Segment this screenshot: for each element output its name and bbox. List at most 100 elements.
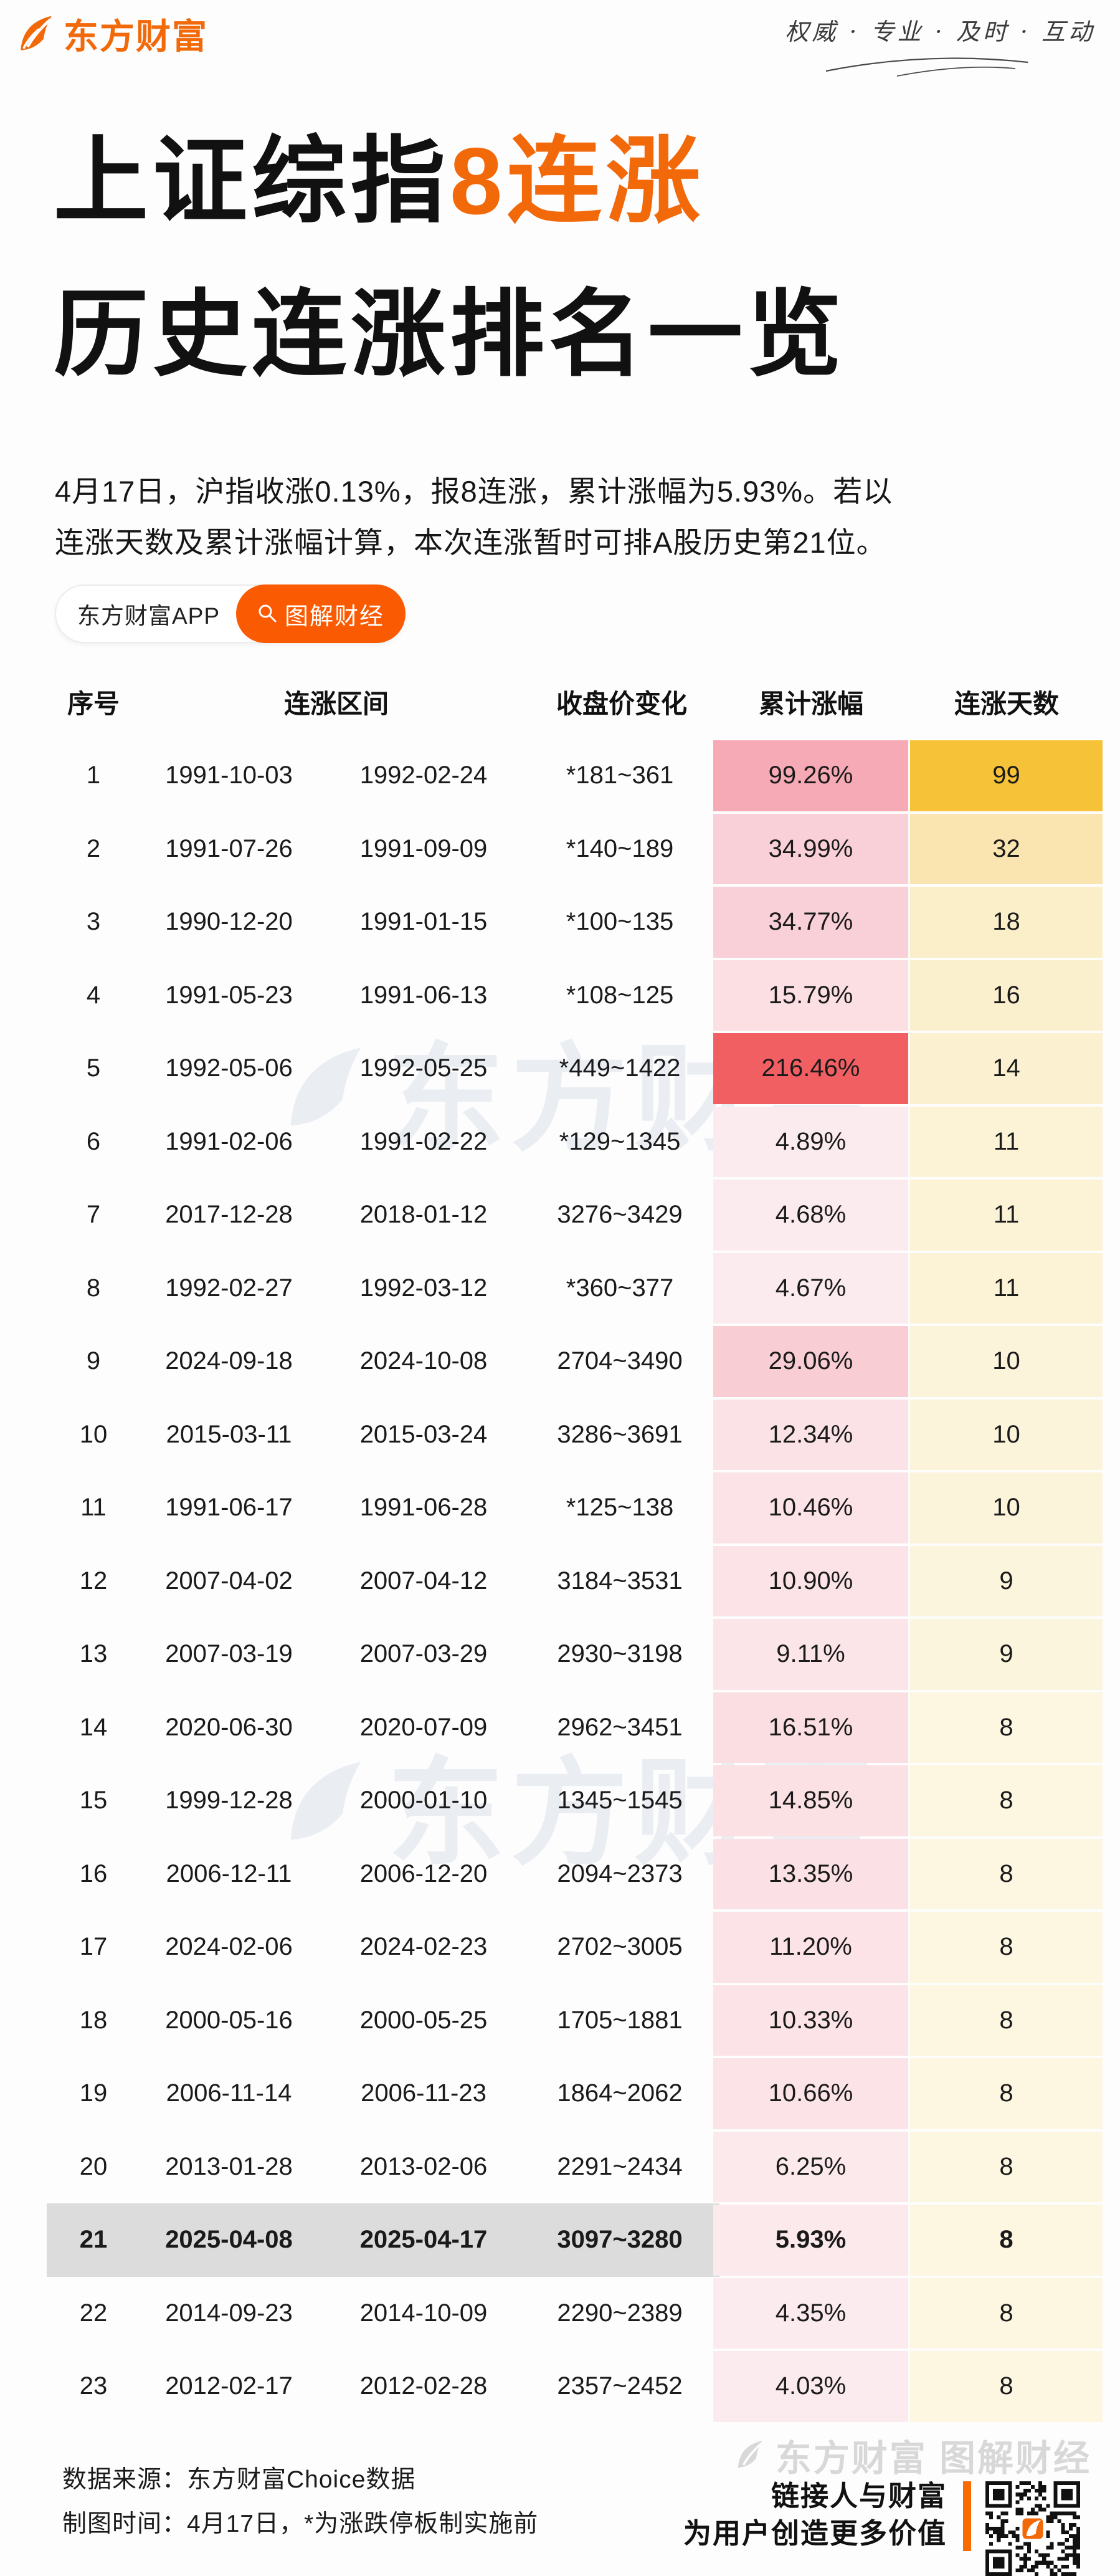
pct-change-cell: 10.46% <box>713 1472 908 1543</box>
start-date-cell: 1990-12-20 <box>165 908 293 936</box>
column-header-pct: 累计涨幅 <box>758 689 863 718</box>
rank-cell: 15 <box>79 1787 108 1815</box>
start-date-cell: 1991-06-17 <box>165 1494 293 1522</box>
streak-days-cell: 8 <box>910 1838 1103 1909</box>
streak-days-cell: 18 <box>910 887 1103 958</box>
end-date-cell: 2018-01-12 <box>359 1201 488 1229</box>
price-range-cell: 2290~2389 <box>557 2299 683 2327</box>
table-row: 19 2006-11-14 2006-11-23 1864~2062 10.66… <box>0 2057 1120 2130</box>
start-date-cell: 2024-02-06 <box>165 1933 293 1961</box>
rank-cell: 12 <box>79 1567 108 1595</box>
pct-change-cell: 14.85% <box>713 1765 908 1836</box>
column-badge-label: 图解财经 <box>285 603 385 630</box>
pct-change-cell: 11.20% <box>713 1912 908 1983</box>
rank-cell: 13 <box>79 1640 108 1668</box>
end-date-cell: 2024-10-08 <box>359 1347 488 1375</box>
end-date-cell: 1991-06-13 <box>359 981 488 1009</box>
pct-change-cell: 34.77% <box>713 887 908 958</box>
corner-watermark: 东方财富 图解财经 <box>734 2429 1091 2481</box>
rank-cell: 16 <box>79 1859 108 1887</box>
title-line-2: 历史连涨排名一览 <box>54 282 846 388</box>
start-date-cell: 2006-11-14 <box>166 2079 292 2107</box>
end-date-cell: 2013-02-06 <box>359 2152 488 2180</box>
table-row: 23 2012-02-17 2012-02-28 2357~2452 4.03%… <box>0 2350 1120 2423</box>
end-date-cell: 2015-03-24 <box>359 1420 488 1448</box>
table-row: 13 2007-03-19 2007-03-29 2930~3198 9.11%… <box>0 1618 1120 1691</box>
streak-days-cell: 10 <box>910 1399 1103 1470</box>
price-range-cell: *129~1345 <box>559 1127 681 1155</box>
rank-cell: 10 <box>79 1420 108 1448</box>
leaf-logo-icon <box>21 16 52 50</box>
start-date-cell: 1991-10-03 <box>165 761 293 789</box>
start-date-cell: 1991-05-23 <box>165 981 293 1009</box>
start-date-cell: 2013-01-28 <box>165 2152 293 2180</box>
streak-days-cell: 8 <box>910 1765 1103 1836</box>
rank-cell: 1 <box>86 761 101 789</box>
pct-change-cell: 6.25% <box>713 2131 908 2202</box>
table-row: 18 2000-05-16 2000-05-25 1705~1881 10.33… <box>0 1984 1120 2058</box>
start-date-cell: 1992-05-06 <box>165 1054 293 1082</box>
price-range-cell: 2291~2434 <box>557 2152 683 2180</box>
table-row: 9 2024-09-18 2024-10-08 2704~3490 29.06%… <box>0 1325 1120 1398</box>
data-source-note: 数据来源：东方财富Choice数据 <box>62 2466 416 2493</box>
intro-paragraph: 4月17日，沪指收涨0.13%，报8连涨，累计涨幅为5.93%。若以 连涨天数及… <box>55 466 893 568</box>
streak-days-cell: 8 <box>910 2351 1103 2422</box>
column-header-price: 收盘价变化 <box>556 689 687 718</box>
price-range-cell: 3184~3531 <box>557 1567 683 1595</box>
rank-cell: 8 <box>86 1274 101 1302</box>
pct-change-cell: 4.35% <box>713 2278 908 2349</box>
pct-change-cell: 10.66% <box>713 2058 908 2129</box>
pct-change-cell: 16.51% <box>713 1692 908 1763</box>
rank-cell: 5 <box>86 1054 101 1082</box>
table-row: 17 2024-02-06 2024-02-23 2702~3005 11.20… <box>0 1911 1120 1984</box>
column-badge-button[interactable]: 图解财经 <box>236 584 406 643</box>
price-range-cell: 3276~3429 <box>557 1201 683 1229</box>
pct-change-cell: 4.89% <box>713 1106 908 1177</box>
price-range-cell: *125~138 <box>566 1494 674 1522</box>
pct-change-cell: 99.26% <box>713 740 908 811</box>
price-range-cell: 2962~3451 <box>557 1713 683 1741</box>
pct-change-cell: 15.79% <box>713 960 908 1031</box>
rank-cell: 21 <box>79 2226 108 2254</box>
streak-days-cell: 8 <box>910 2278 1103 2349</box>
rank-cell: 18 <box>79 2006 108 2034</box>
end-date-cell: 2012-02-28 <box>359 2372 488 2400</box>
column-header-days: 连涨天数 <box>954 689 1059 718</box>
start-date-cell: 2017-12-28 <box>165 1201 293 1229</box>
rank-cell: 6 <box>86 1127 101 1155</box>
start-date-cell: 1992-02-27 <box>165 1274 293 1302</box>
footer-slogan-1: 链接人与财富 <box>771 2480 947 2512</box>
price-range-cell: *108~125 <box>566 981 674 1009</box>
streak-days-cell: 8 <box>910 1985 1103 2056</box>
pct-change-cell: 4.68% <box>713 1180 908 1251</box>
streak-days-cell: 10 <box>910 1472 1103 1543</box>
pct-change-cell: 34.99% <box>713 813 908 884</box>
pct-change-cell: 4.03% <box>713 2351 908 2422</box>
end-date-cell: 2024-02-23 <box>359 1933 488 1961</box>
pct-change-cell: 10.90% <box>713 1545 908 1616</box>
table-row: 4 1991-05-23 1991-06-13 *108~125 15.79% … <box>0 959 1120 1033</box>
end-date-cell: 2007-04-12 <box>359 1567 488 1595</box>
app-badge[interactable]: 东方财富APP 图解财经 <box>55 584 406 643</box>
pct-change-cell: 9.11% <box>713 1619 908 1690</box>
streak-days-cell: 99 <box>910 740 1103 811</box>
streak-days-cell: 9 <box>910 1545 1103 1616</box>
price-range-cell: 2930~3198 <box>557 1640 683 1668</box>
start-date-cell: 2012-02-17 <box>165 2372 293 2400</box>
end-date-cell: 2014-10-09 <box>359 2299 488 2327</box>
price-range-cell: 2702~3005 <box>557 1933 683 1961</box>
table-row: 20 2013-01-28 2013-02-06 2291~2434 6.25%… <box>0 2130 1120 2204</box>
table-row: 7 2017-12-28 2018-01-12 3276~3429 4.68% … <box>0 1178 1120 1252</box>
table-row: 11 1991-06-17 1991-06-28 *125~138 10.46%… <box>0 1471 1120 1545</box>
rank-cell: 9 <box>86 1347 101 1375</box>
corner-watermark-text: 东方财富 图解财经 <box>775 2438 1091 2479</box>
table-row: 16 2006-12-11 2006-12-20 2094~2373 13.35… <box>0 1838 1120 1911</box>
streak-days-cell: 11 <box>910 1106 1103 1177</box>
price-range-cell: *100~135 <box>566 908 674 936</box>
rank-cell: 23 <box>79 2372 108 2400</box>
end-date-cell: 2000-01-10 <box>359 1787 488 1815</box>
rank-cell: 4 <box>86 981 101 1009</box>
end-date-cell: 1991-09-09 <box>359 834 488 862</box>
rank-cell: 7 <box>86 1201 101 1229</box>
pct-change-cell: 12.34% <box>713 1399 908 1470</box>
